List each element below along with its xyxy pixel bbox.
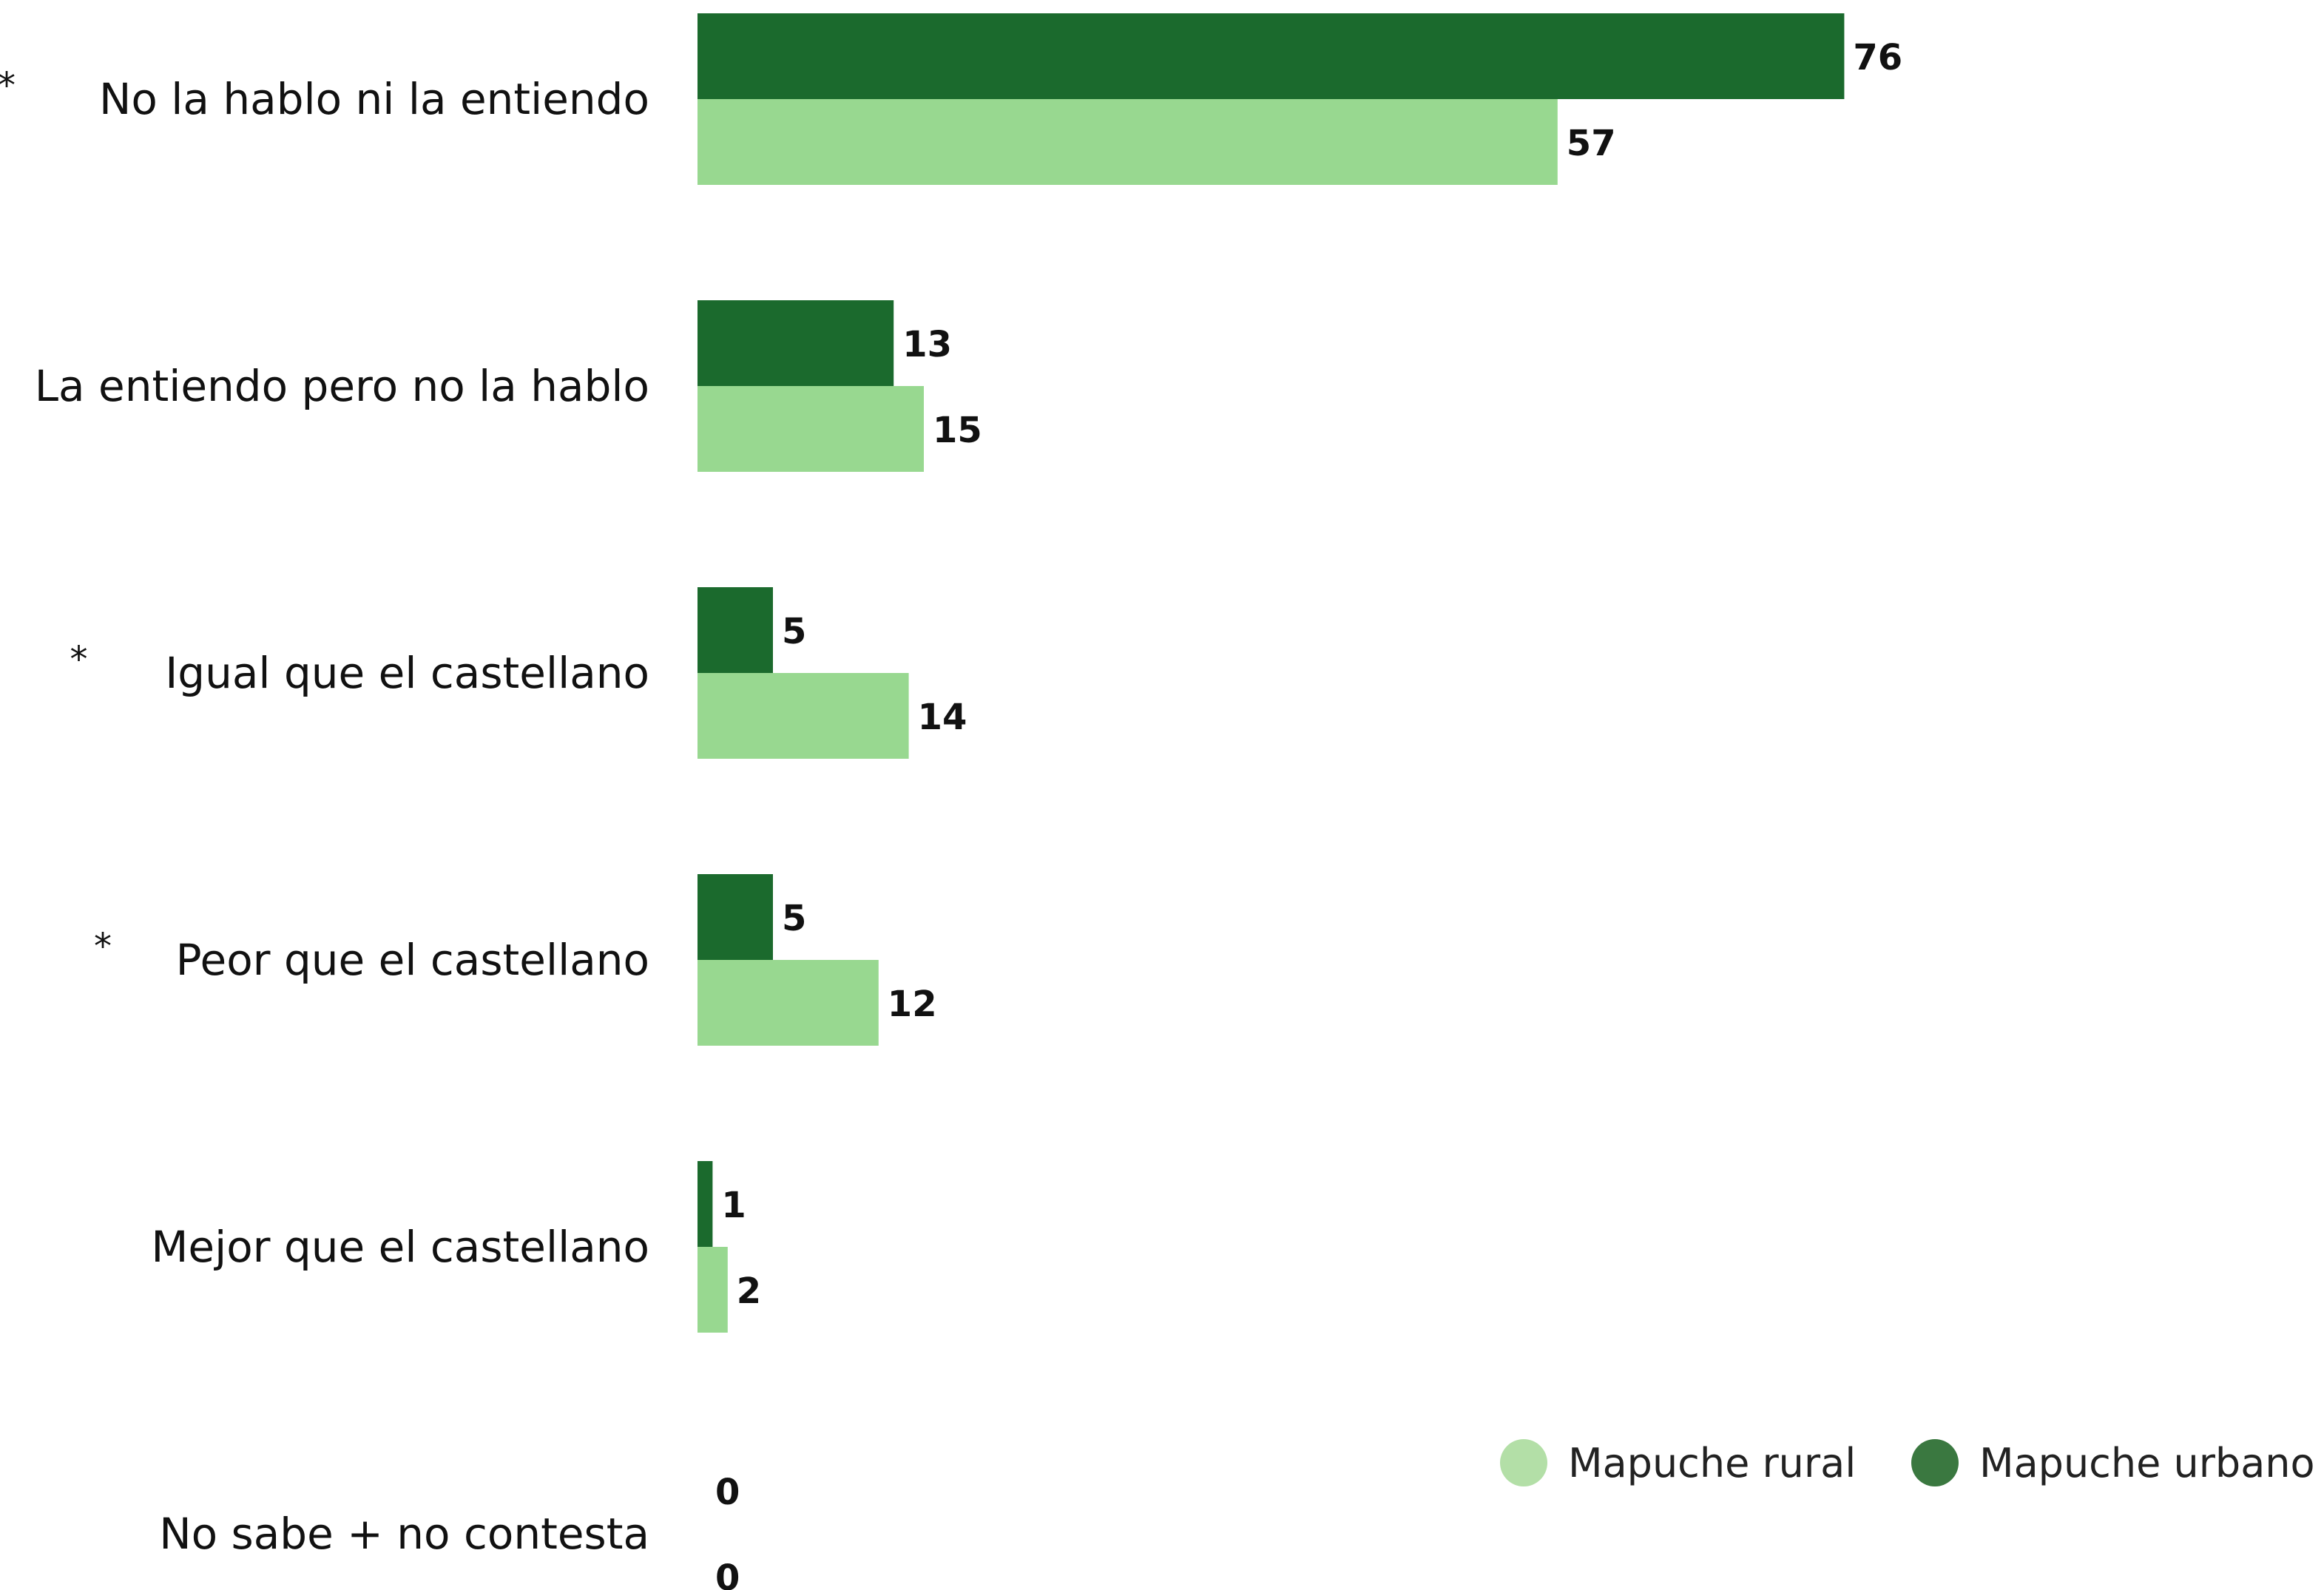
category-label: Mejor que el castellano: [151, 1222, 649, 1272]
category-marker: *: [70, 639, 88, 680]
data-label: 13: [902, 324, 952, 365]
data-label: 12: [888, 984, 937, 1025]
data-label: 14: [918, 697, 967, 738]
bar: [697, 386, 924, 472]
bar: [697, 300, 894, 386]
data-label: 57: [1567, 123, 1616, 164]
data-label: 2: [737, 1271, 761, 1312]
bar: [697, 1161, 712, 1247]
category-label: No sabe + no contesta: [159, 1509, 649, 1559]
data-label: 0: [715, 1472, 740, 1513]
legend-swatch: [1500, 1439, 1547, 1486]
data-label: 5: [782, 898, 806, 939]
data-label: 0: [715, 1557, 740, 1590]
category-label: No la hablo ni la entiendo: [99, 74, 649, 124]
data-label: 76: [1853, 37, 1902, 78]
legend: Mapuche rural Mapuche urbano: [1500, 1439, 2315, 1486]
category-label: La entiendo pero no la hablo: [35, 361, 649, 411]
bar: [697, 99, 1558, 185]
data-label: 1: [721, 1185, 746, 1226]
category-label: Igual que el castellano: [165, 648, 649, 698]
data-label: 15: [933, 410, 982, 451]
category-marker: *: [0, 65, 16, 106]
legend-label: Mapuche rural: [1568, 1440, 1856, 1486]
bars: [697, 13, 1844, 1333]
bar: [697, 587, 773, 673]
legend-swatch: [1911, 1439, 1959, 1486]
legend-label: Mapuche urbano: [1979, 1440, 2315, 1486]
category-label: Peor que el castellano: [176, 935, 649, 985]
bar: [697, 1247, 728, 1333]
bar: [697, 874, 773, 960]
category-labels: No la hablo ni la entiendo * La entiendo p…: [0, 65, 649, 1559]
bar: [697, 673, 909, 759]
data-label: 5: [782, 611, 806, 652]
category-marker: *: [94, 926, 112, 967]
bar: [697, 960, 879, 1046]
bar: [697, 13, 1844, 99]
